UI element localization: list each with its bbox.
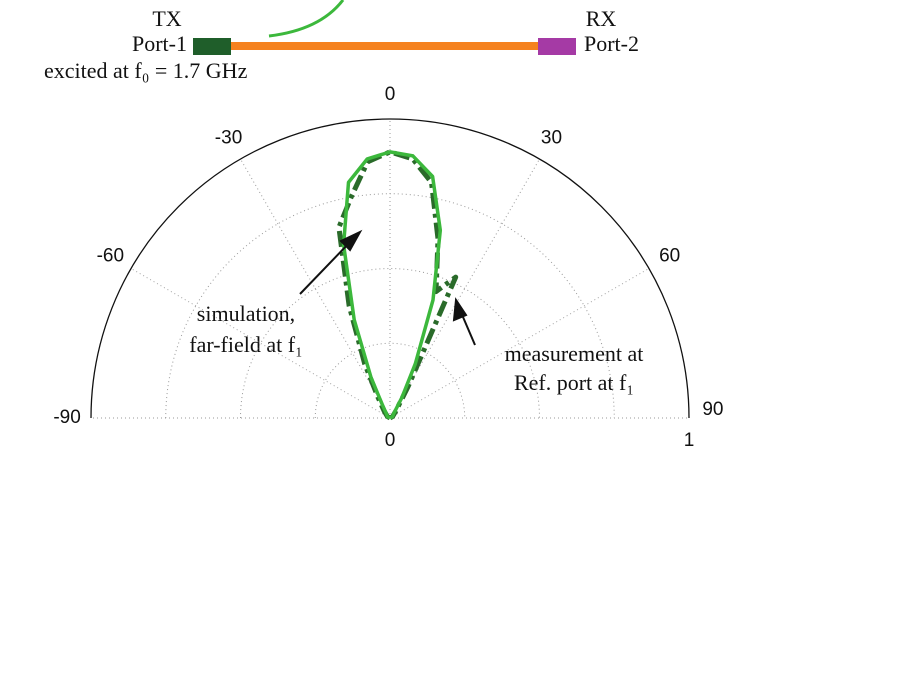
- port2-label: Port-2: [584, 31, 639, 56]
- feed-curve: [268, 0, 345, 38]
- tx-label: TX: [152, 6, 181, 31]
- r-tick-label: 1: [684, 430, 695, 451]
- theta-tick-label: -90: [53, 407, 80, 428]
- series-line: [336, 149, 459, 421]
- series-line: [341, 150, 443, 420]
- annotation: far-field at f₁: [189, 332, 303, 357]
- theta-tick-label: 60: [659, 246, 680, 267]
- annotation: simulation,: [197, 301, 295, 326]
- theta-tick-label: 30: [541, 127, 562, 148]
- port-2-block: [538, 38, 576, 55]
- arrowhead: [452, 297, 468, 322]
- arrows: [299, 229, 476, 346]
- outer-circle: [90, 118, 690, 419]
- excitation-label: excited at f₀ = 1.7 GHz: [44, 58, 248, 83]
- r-tick-label: 0: [385, 430, 396, 451]
- arrowhead: [339, 229, 363, 252]
- theta-tick-label: -60: [97, 246, 124, 267]
- arrow: [299, 239, 353, 295]
- transmission-line: [231, 42, 539, 50]
- annotation: Ref. port at f₁: [514, 370, 634, 395]
- theta-tick-label: 90: [702, 399, 723, 420]
- grid-circle: [314, 342, 466, 419]
- port-1-block: [193, 38, 231, 55]
- rx-label: RX: [586, 6, 617, 31]
- theta-tick-label: -30: [215, 127, 242, 148]
- port1-label: Port-1: [132, 31, 187, 56]
- theta-tick-label: 0: [385, 84, 396, 105]
- annotation: measurement at: [505, 341, 644, 366]
